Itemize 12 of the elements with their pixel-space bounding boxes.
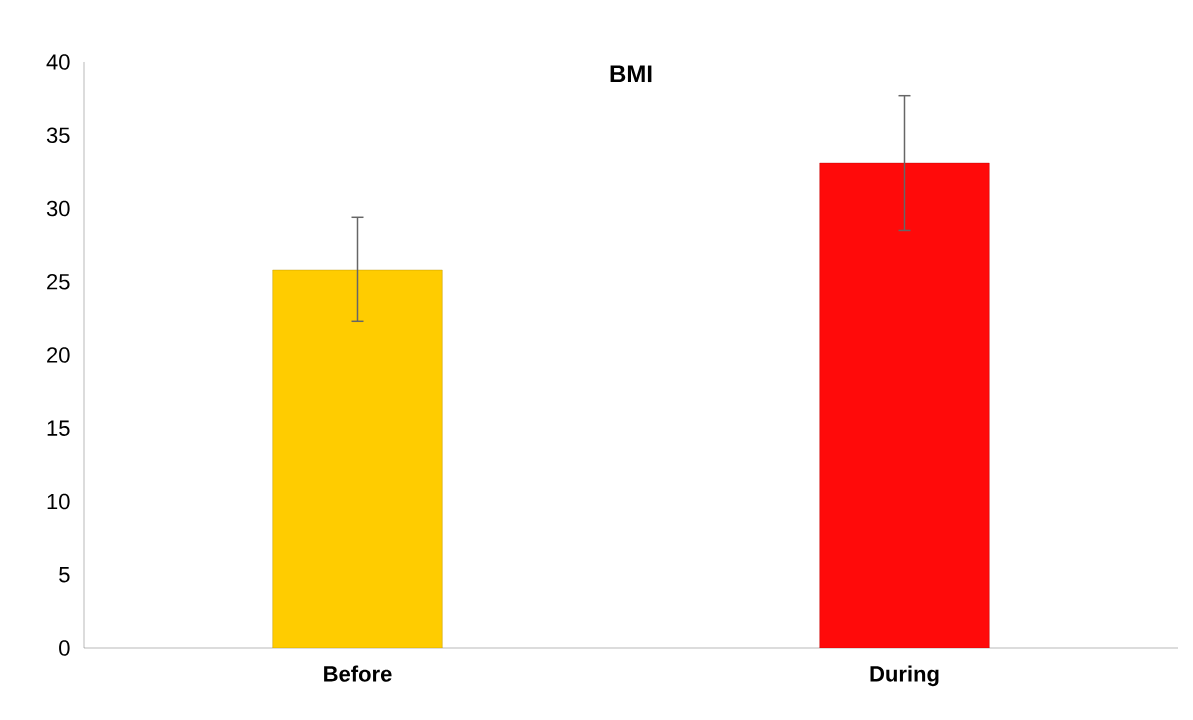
- chart-title: BMI: [610, 65, 652, 83]
- x-tick-label: During: [870, 665, 939, 687]
- y-tick-label: 15: [47, 420, 70, 436]
- x-tick-label: Before: [324, 665, 392, 682]
- y-tick-label: 25: [47, 273, 70, 290]
- y-tick-label: 30: [46, 200, 70, 217]
- y-tick-label: 5: [59, 567, 70, 583]
- y-tick-label: 40: [46, 54, 70, 70]
- y-tick-label: 35: [46, 127, 70, 144]
- y-tick-label: 0: [59, 640, 70, 656]
- y-tick-label: 10: [47, 493, 70, 510]
- y-tick-label: 20: [47, 347, 70, 363]
